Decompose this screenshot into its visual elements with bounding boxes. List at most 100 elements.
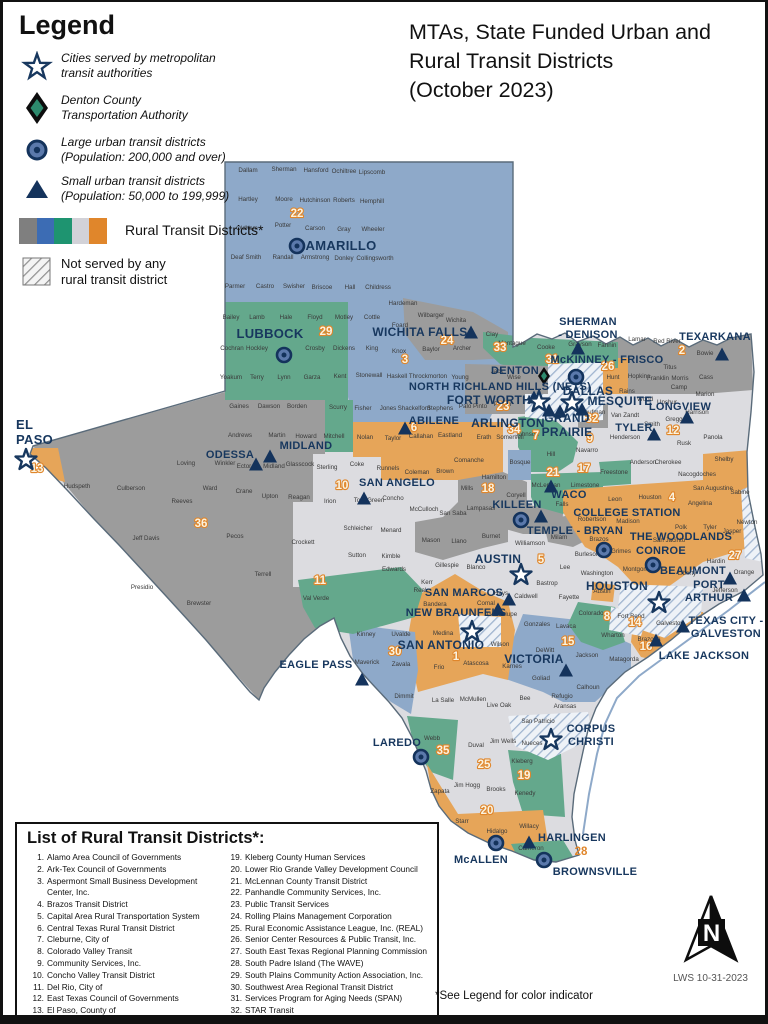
city-label-wichita-falls: WICHITA FALLS: [372, 325, 467, 339]
rural-district-item: 13. El Paso, County of: [32, 1005, 116, 1016]
rural-district-item: 21. McLennan County Transit District: [230, 875, 368, 886]
county-label: Glasscock: [286, 461, 315, 468]
legend-item-large-urban: Large urban transit districts (Populatio…: [19, 135, 291, 165]
county-label: Johnson: [515, 431, 539, 438]
small-urban-marker-longview: [680, 410, 694, 424]
county-label: Shelby: [715, 456, 735, 463]
rural-district-color-swatch: [19, 218, 107, 244]
swatch-color: [71, 218, 90, 244]
small-urban-marker-tyler: [647, 427, 661, 441]
legend-item-label: Small urban transit districts (Populatio…: [61, 174, 230, 203]
city-label-north-richland-hills: NORTH RICHLAND HILLS (NETS): [409, 381, 591, 393]
city-label-waco: WACO: [551, 489, 587, 501]
county-label: Gillespie: [435, 562, 459, 569]
county-label: Kenedy: [515, 790, 537, 797]
small-urban-marker-sherman-denison: [571, 341, 585, 355]
county-label: Duval: [468, 742, 484, 749]
county-label: Zavala: [392, 661, 411, 668]
county-label: Brewster: [187, 600, 211, 607]
county-label: Dimmit: [394, 693, 414, 700]
county-label: Rains: [619, 388, 635, 395]
county-label: San Augustine: [693, 485, 733, 492]
county-label: Zapata: [430, 788, 450, 795]
county-label: Cooke: [537, 344, 555, 351]
district-number-7: 7: [533, 430, 539, 442]
county-label: Roberts: [333, 197, 355, 204]
rural-district-item: 23. Public Transit Services: [230, 899, 329, 910]
rural-district-item: 28. South Padre Island (The WAVE): [230, 958, 364, 969]
large-urban-marker-dot: [650, 562, 656, 568]
small-urban-marker-temple-bryan: [534, 509, 548, 523]
county-label: Karnes: [502, 663, 522, 670]
county-label: Van Zandt: [611, 412, 639, 419]
county-label: Pecos: [226, 533, 243, 540]
county-label: Hemphill: [360, 198, 384, 205]
city-label-beaumont: BEAUMONT: [660, 565, 726, 577]
city-label-fort-worth: FORT WORTH: [447, 393, 531, 407]
mta-star-marker-el-paso: [14, 447, 38, 471]
page-title: MTAs, State Funded Urban and Rural Trans…: [409, 20, 711, 103]
county-label: Blanco: [467, 564, 486, 571]
county-label: Fisher: [354, 405, 371, 412]
county-label: Baylor: [422, 346, 440, 353]
county-label: Gonzales: [524, 621, 550, 628]
county-label: Hale: [280, 314, 293, 321]
county-label: Erath: [477, 434, 492, 441]
dcta-diamond-center: [541, 371, 547, 381]
county-label: Brazoria: [637, 636, 661, 643]
county-label: Jones: [380, 405, 397, 412]
dcta-diamond-icon: [26, 92, 48, 124]
county-label: McMullen: [460, 696, 487, 703]
county-label: Knox: [392, 348, 407, 355]
small-urban-marker-san-angelo: [357, 491, 371, 505]
county-label: Cottle: [364, 314, 381, 321]
county-label: Hutchinson: [300, 197, 332, 204]
county-label: Schleicher: [344, 525, 373, 532]
swatch-color: [19, 218, 37, 244]
district-number-25: 25: [478, 759, 491, 771]
county-label: Carson: [305, 225, 326, 232]
county-label: Falls: [555, 501, 568, 508]
county-label: Borden: [287, 403, 308, 410]
city-label-sherman-denison: SHERMAN: [559, 316, 617, 328]
small-urban-marker-lake-jackson: [649, 633, 663, 647]
mta-star-marker-fort-worth: [527, 389, 551, 413]
county-label: Childress: [365, 284, 391, 291]
county-label: Potter: [275, 222, 292, 229]
county-label: Somervell: [496, 434, 524, 441]
county-label: Brazos: [589, 536, 608, 543]
district-number-10: 10: [336, 480, 349, 492]
city-label-corpus-christi: CHRISTI: [568, 736, 614, 748]
county-label: Garza: [304, 374, 321, 381]
city-label-the-woodlands: THE WOODLANDS: [630, 531, 732, 543]
county-label: Callahan: [409, 433, 434, 440]
county-label: Gray: [337, 226, 351, 233]
county-label: Upshur: [657, 399, 677, 406]
county-label: Aransas: [554, 703, 577, 710]
county-label: Montague: [498, 340, 526, 347]
county-label: San Patricio: [521, 718, 555, 725]
legend-item-rural: Rural Transit Districts*: [19, 218, 291, 244]
county-label: Milam: [551, 534, 568, 541]
county-label: Taylor: [385, 435, 402, 442]
city-markers-layer: [14, 237, 751, 869]
swatch-color: [89, 218, 107, 244]
county-label: Uvalde: [391, 631, 411, 638]
county-label: Terry: [250, 374, 265, 381]
county-label: Culberson: [117, 485, 146, 492]
county-label: Camp: [671, 384, 688, 391]
county-label: Reagan: [288, 494, 310, 501]
county-label: Burleson: [575, 551, 600, 558]
rural-district-item: 29. South Plains Community Action Associa…: [230, 969, 424, 980]
county-label: Floyd: [307, 314, 323, 321]
county-label: Motley: [335, 314, 354, 321]
county-label: Kimble: [382, 553, 401, 560]
county-label: Kleberg: [511, 758, 533, 765]
mta-star-marker-san-antonio: [460, 619, 484, 643]
county-label: Palo Pinto: [459, 403, 488, 410]
county-label: Wheeler: [361, 226, 384, 233]
county-label: Angelina: [688, 500, 713, 507]
rural-districts-column-1: 1. Alamo Area Council of Governments 2. Ark…: [27, 852, 225, 1016]
city-label-tyler: TYLER: [615, 422, 653, 434]
district-number-1: 1: [453, 651, 460, 663]
